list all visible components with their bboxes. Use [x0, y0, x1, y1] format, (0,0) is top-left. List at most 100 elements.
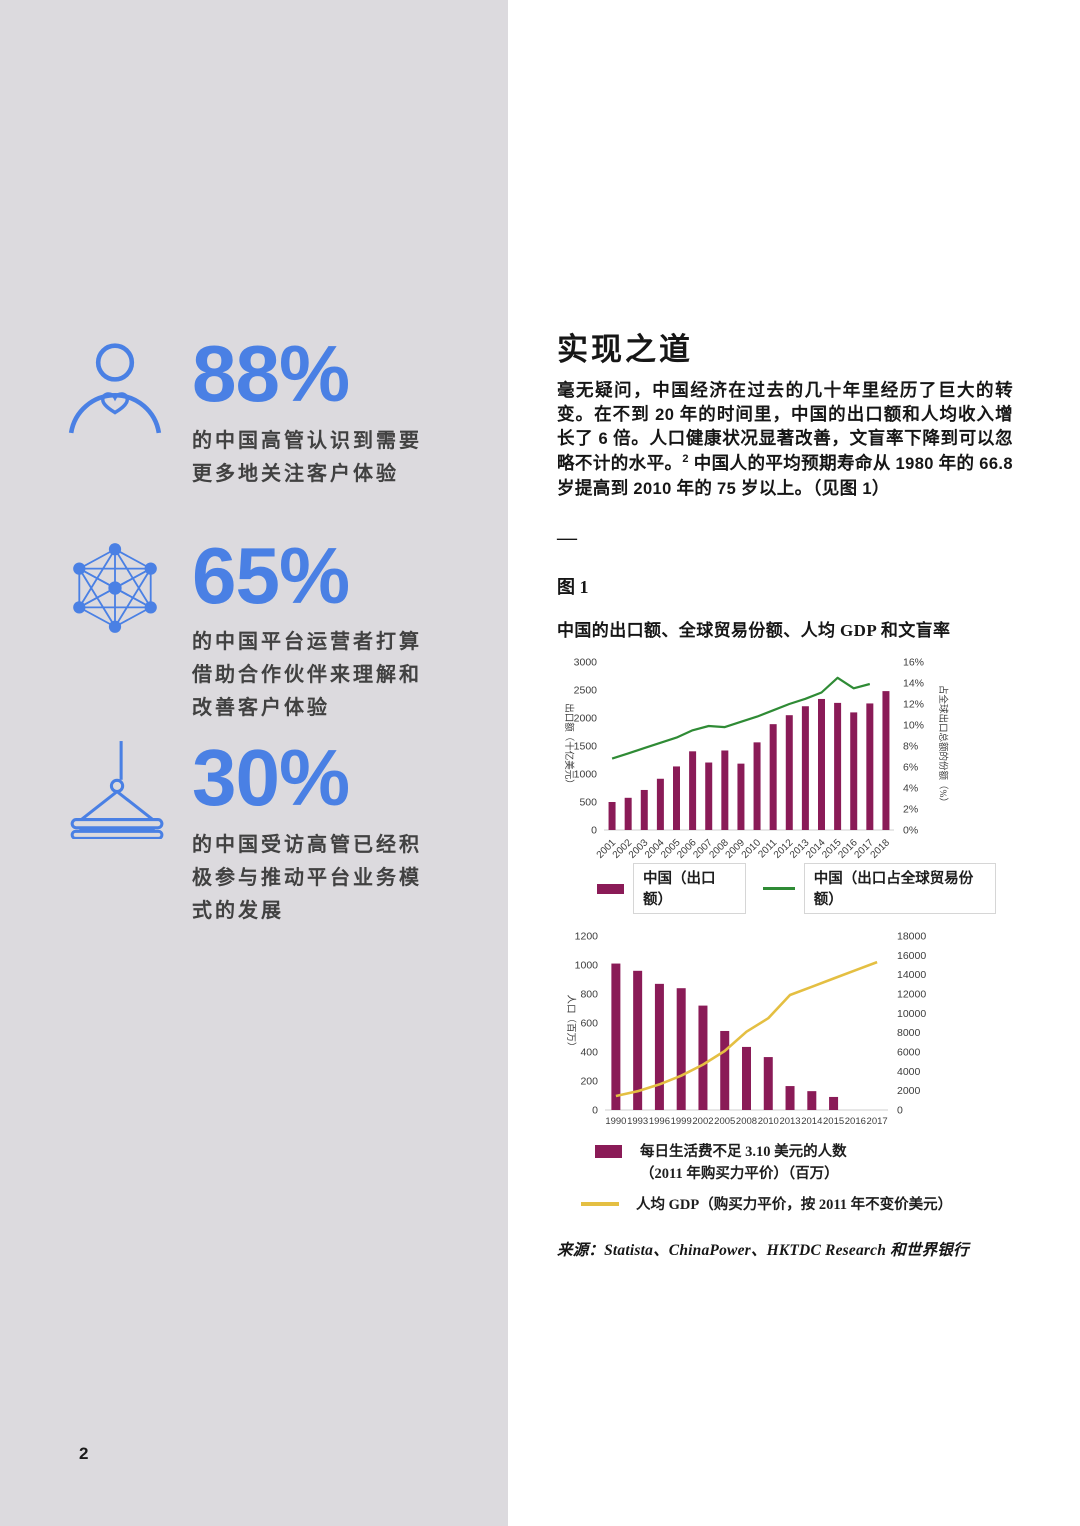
trend-line [611, 676, 871, 760]
trend-line [615, 961, 878, 1098]
poverty-gdp-chart: 0200400600800100012000200040006000800010… [565, 931, 926, 1128]
svg-text:2017: 2017 [867, 1116, 888, 1127]
article-title: 实现之道 [557, 332, 693, 367]
stat-desc-line: 的中国高管认识到需要 [192, 429, 422, 452]
source-note: 来源：Statista、ChinaPower、HKTDC Research 和世… [557, 1242, 969, 1260]
svg-text:0%: 0% [903, 825, 918, 837]
legend-label-gdp: 人均 GDP（购买力平价，按 2011 年不变价美元） [636, 1197, 953, 1214]
bar [742, 1047, 751, 1111]
poverty-gdp-chart-legend: 每日生活费不足 3.10 美元的人数 （2011 年购买力平价）（百万） 人均 … [581, 1141, 1013, 1216]
bar [676, 988, 686, 1111]
body-paragraph: 毫无疑问，中国经济在过去的几十年里经历了巨大的转变。在不到 20 年的时间里，中… [557, 380, 1013, 498]
stat-value: 88% [192, 329, 350, 418]
svg-text:1999: 1999 [671, 1116, 692, 1127]
svg-text:14%: 14% [903, 678, 924, 690]
stat-desc-line: 的中国受访高管已经积 [192, 833, 422, 856]
svg-text:占全球出口总额的份额（%）: 占全球出口总额的份额（%） [937, 685, 949, 807]
stat-description: 的中国高管认识到需要 更多地关注客户体验 [192, 425, 422, 491]
sidebar: 88% 的中国高管认识到需要 更多地关注客户体验 [0, 0, 508, 1526]
stat-block-business-model: 30% 的中国受访高管已经积 极参与推动平台业务模 式的发展 [64, 738, 508, 928]
bar [807, 1091, 817, 1111]
svg-text:600: 600 [580, 1018, 598, 1030]
svg-text:800: 800 [580, 989, 598, 1001]
svg-text:18000: 18000 [897, 931, 926, 943]
figure-label: 图 1 [557, 577, 589, 598]
legend-label-exports: 中国（出口额） [633, 863, 746, 915]
network-icon [73, 542, 157, 633]
svg-text:2014: 2014 [801, 1116, 822, 1127]
svg-text:1990: 1990 [605, 1116, 626, 1127]
section-divider: — [557, 527, 577, 550]
person-heart-icon [68, 343, 162, 434]
stat-desc-line: 式的发展 [192, 899, 284, 922]
stat-block-platform-operators: 65% 的中国平台运营者打算 借助合作伙伴来理解和 改善客户体验 [64, 530, 508, 726]
svg-text:200: 200 [580, 1076, 598, 1088]
bar [763, 1057, 773, 1111]
svg-text:2008: 2008 [736, 1116, 757, 1127]
bar [698, 1005, 708, 1111]
stat-description: 的中国受访高管已经积 极参与推动平台业务模 式的发展 [192, 829, 422, 928]
svg-text:4000: 4000 [897, 1066, 921, 1078]
bar [720, 1031, 730, 1111]
svg-text:1993: 1993 [627, 1116, 648, 1127]
svg-text:4%: 4% [903, 783, 918, 795]
bar [721, 750, 729, 831]
legend-item-gdp: 人均 GDP（购买力平价，按 2011 年不变价美元） [581, 1194, 1013, 1216]
bar [656, 778, 664, 831]
svg-text:1200: 1200 [575, 931, 599, 943]
svg-text:2002: 2002 [692, 1116, 713, 1127]
svg-text:16000: 16000 [897, 950, 926, 962]
svg-text:1996: 1996 [649, 1116, 670, 1127]
svg-text:8%: 8% [903, 741, 918, 753]
figure-title: 中国的出口额、全球贸易份额、人均 GDP 和文盲率 [557, 621, 951, 641]
bar [850, 712, 858, 831]
svg-text:1000: 1000 [574, 769, 598, 781]
legend-label-poverty-line2: （2011 年购买力平价）（百万） [640, 1166, 839, 1183]
bar [737, 763, 745, 831]
article: 实现之道 毫无疑问，中国经济在过去的几十年里经历了巨大的转变。在不到 20 年的… [557, 331, 1013, 1260]
svg-text:0: 0 [592, 1105, 598, 1117]
svg-text:2005: 2005 [714, 1116, 735, 1127]
svg-text:1500: 1500 [574, 741, 598, 753]
svg-text:12000: 12000 [897, 989, 926, 1001]
bar [705, 762, 713, 831]
svg-text:2016: 2016 [845, 1116, 866, 1127]
svg-text:2000: 2000 [574, 713, 598, 725]
line-swatch [581, 1202, 619, 1207]
bar [608, 802, 616, 831]
svg-text:8000: 8000 [897, 1027, 921, 1039]
svg-text:2500: 2500 [574, 685, 598, 697]
bar [785, 715, 793, 831]
svg-text:12%: 12% [903, 699, 924, 711]
legend-label-trade-share: 中国（出口占全球贸易份额） [803, 863, 996, 915]
svg-text:10000: 10000 [897, 1008, 926, 1020]
bar-swatch [597, 883, 624, 894]
stat-desc-line: 借助合作伙伴来理解和 [192, 664, 422, 687]
svg-text:10%: 10% [903, 720, 924, 732]
svg-text:2013: 2013 [779, 1116, 800, 1127]
bar [673, 766, 680, 831]
svg-text:2018: 2018 [869, 837, 893, 860]
svg-text:0: 0 [897, 1105, 903, 1117]
crane-platform-icon [70, 741, 164, 840]
svg-text:2010: 2010 [758, 1116, 779, 1127]
stat-description: 的中国平台运营者打算 借助合作伙伴来理解和 改善客户体验 [192, 626, 422, 725]
bar [785, 1086, 795, 1111]
stat-desc-line: 更多地关注客户体验 [192, 462, 399, 485]
page-number: 2 [79, 1444, 89, 1463]
bar [633, 970, 643, 1111]
exports-chart: 0 500 1000 1500 2000 2500 3000 0% 2% 4% 6% 8% 10% 12%… [563, 657, 949, 861]
svg-text:14000: 14000 [897, 969, 926, 981]
stat-desc-line: 的中国平台运营者打算 [192, 631, 422, 654]
bar [654, 984, 664, 1111]
stat-value: 65% [192, 530, 350, 620]
bar [829, 1097, 839, 1111]
exports-chart-legend: 中国（出口额） 中国（出口占全球贸易份额） [597, 863, 1013, 915]
svg-text:2000: 2000 [897, 1085, 921, 1097]
legend-label-poverty-line1: 每日生活费不足 3.10 美元的人数 [640, 1144, 847, 1161]
bar [689, 751, 697, 831]
svg-text:500: 500 [579, 797, 597, 809]
svg-text:3000: 3000 [574, 657, 598, 669]
svg-text:人口（百万）: 人口（百万） [565, 995, 577, 1052]
